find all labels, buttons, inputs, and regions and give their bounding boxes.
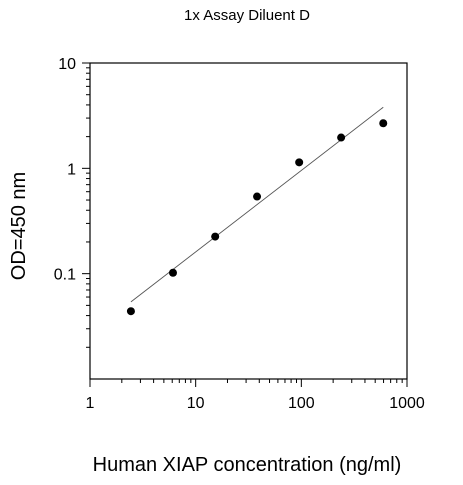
- data-point: [295, 158, 304, 167]
- x-axis-ticks: 1 10 100 1000: [86, 379, 425, 412]
- x-tick-label: 10: [187, 395, 205, 412]
- plot-border: [89, 62, 408, 380]
- fit-line-layer: [130, 106, 384, 303]
- x-tick-label: 1: [86, 395, 95, 412]
- data-point: [211, 232, 220, 241]
- data-point: [253, 192, 262, 201]
- fit-line: [130, 106, 384, 303]
- data-point: [337, 133, 346, 142]
- data-point: [126, 307, 135, 316]
- y-axis-ticks: 0.1 1 10: [54, 56, 90, 348]
- y-tick-label: 1: [67, 161, 76, 178]
- data-points: [126, 119, 388, 316]
- x-tick-label: 1000: [389, 395, 425, 412]
- data-point: [379, 119, 388, 128]
- y-tick-label: 0.1: [54, 267, 76, 284]
- y-tick-label: 10: [58, 56, 76, 73]
- x-axis-label: Human XIAP concentration (ng/ml): [93, 454, 402, 476]
- y-axis-label: OD=450 nm: [8, 172, 30, 280]
- x-tick-label: 100: [288, 395, 315, 412]
- chart-title: 1x Assay Diluent D: [184, 7, 310, 24]
- plot-frame: [89, 62, 408, 380]
- data-point: [168, 268, 177, 277]
